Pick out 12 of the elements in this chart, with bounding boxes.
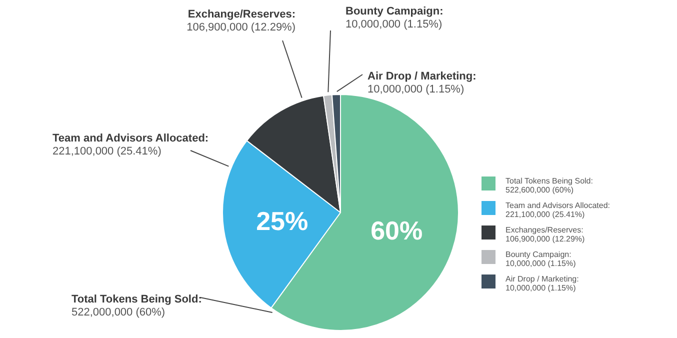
legend-label: Team and Advisors Allocated: 221,100,000 (25.41%) (506, 201, 610, 219)
data-label: 25% (256, 206, 308, 236)
legend-label: Air Drop / Marketing: 10,000,000 (1.15%) (506, 274, 579, 292)
data-label: 60% (370, 216, 423, 246)
text: Bounty Campaign: 10,000,000 (1.15%) (346, 6, 444, 30)
legend-label: Exchanges/Reserves: 106,900,000 (12.29%) (506, 226, 586, 244)
text: Team and Advisors Allocated: 221,100,000 (25.41%) (52, 132, 209, 158)
legend-label: Total Tokens Being Sold: 522,600,000 (60%) (506, 176, 593, 194)
legend-label: Bounty Campaign: 10,000,000 (1.15%) (506, 250, 576, 268)
text: Air Drop / Marketing: 10,000,000 (1.15%) (368, 70, 476, 96)
text: Total Tokens Being Sold: 522,000,000 (60%) (72, 294, 202, 318)
text: Exchange/Reserves: 106,900,000 (12.29%) (186, 8, 296, 34)
